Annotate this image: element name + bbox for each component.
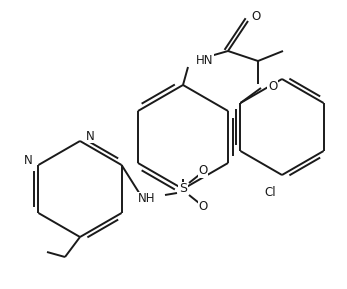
Text: O: O — [251, 10, 261, 23]
Text: N: N — [86, 129, 95, 142]
Text: O: O — [268, 81, 277, 94]
Text: O: O — [198, 201, 208, 214]
Text: NH: NH — [137, 192, 155, 205]
Text: N: N — [24, 153, 32, 166]
Text: S: S — [179, 182, 187, 195]
Text: Cl: Cl — [264, 186, 276, 199]
Text: HN: HN — [196, 55, 213, 68]
Text: O: O — [198, 164, 208, 177]
